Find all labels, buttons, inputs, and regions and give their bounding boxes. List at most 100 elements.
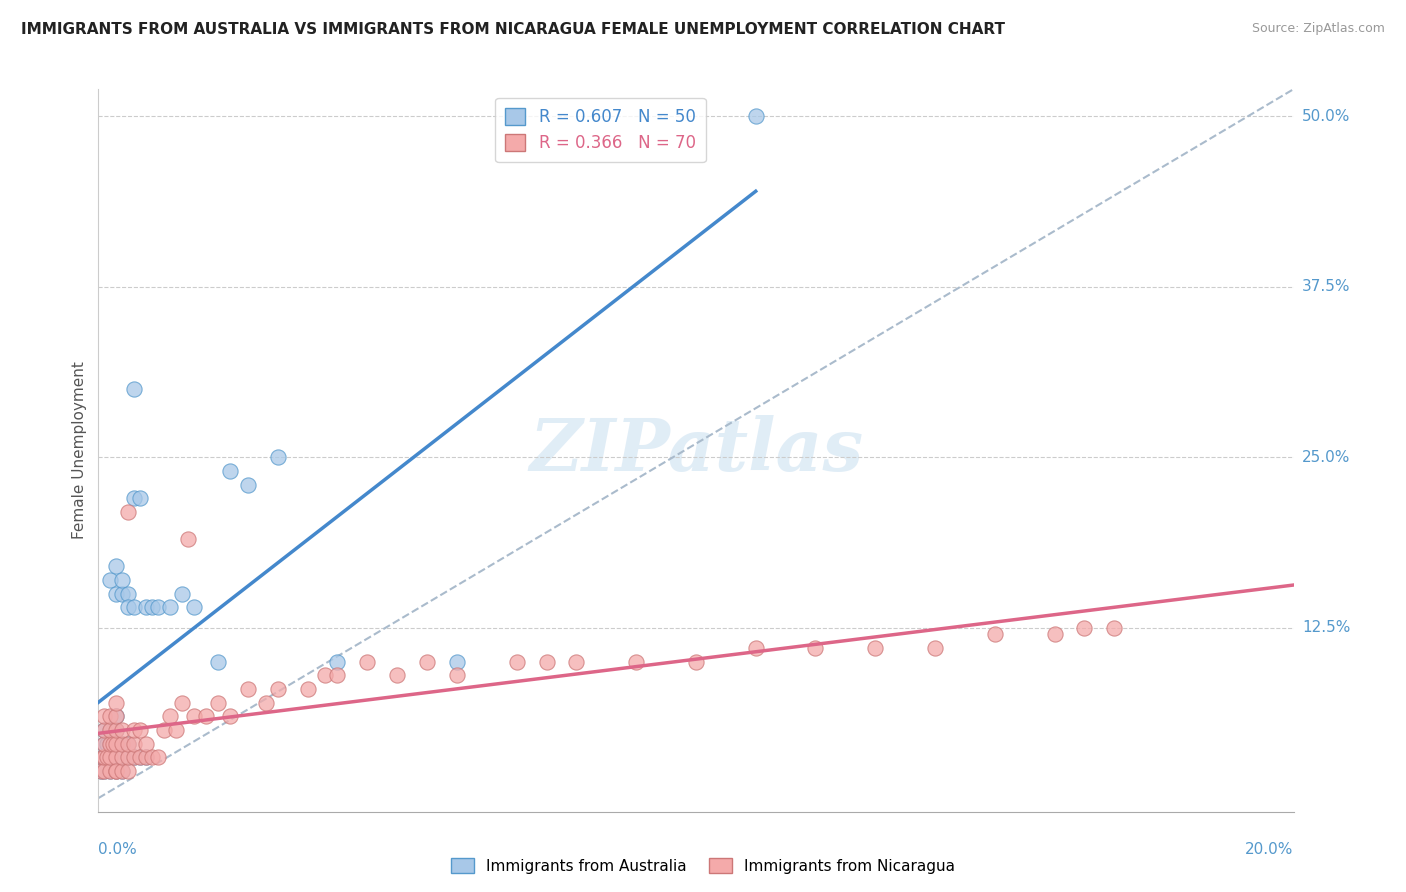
Point (236, 681, 259, 696)
Point (148, 750, 170, 764)
Point (103, 737, 125, 751)
Point (117, 505, 139, 519)
Point (96, 737, 118, 751)
Point (111, 573, 134, 587)
Point (141, 600, 163, 615)
Point (111, 737, 134, 751)
Point (236, 477, 259, 491)
Point (98, 723, 122, 737)
Point (105, 559, 128, 574)
Point (98, 737, 122, 751)
Point (105, 737, 128, 751)
Point (91, 750, 114, 764)
Point (111, 737, 134, 751)
Point (105, 709, 128, 723)
Point (135, 600, 157, 615)
Point (98, 737, 122, 751)
Text: Source: ZipAtlas.com: Source: ZipAtlas.com (1251, 22, 1385, 36)
Point (165, 723, 187, 737)
Point (195, 709, 218, 723)
Point (93, 737, 115, 751)
Point (98, 764, 122, 778)
Point (98, 709, 122, 723)
Point (416, 655, 439, 669)
Point (103, 723, 125, 737)
Point (98, 750, 122, 764)
Point (172, 586, 194, 600)
Point (93, 737, 115, 751)
Point (685, 655, 707, 669)
Point (105, 737, 128, 751)
Point (96, 750, 118, 764)
Point (117, 750, 139, 764)
Point (148, 600, 170, 615)
Point (90, 764, 112, 778)
Point (105, 764, 128, 778)
Point (111, 586, 134, 600)
Point (111, 750, 134, 764)
Point (326, 668, 349, 682)
Point (129, 491, 152, 505)
Point (93, 764, 115, 778)
Point (93, 750, 115, 764)
Point (124, 737, 146, 751)
Point (984, 627, 1007, 641)
Point (1043, 627, 1066, 641)
Point (90, 764, 112, 778)
Point (124, 600, 146, 615)
Legend: Immigrants from Australia, Immigrants from Nicaragua: Immigrants from Australia, Immigrants fr… (444, 852, 962, 880)
Point (183, 709, 205, 723)
Point (117, 750, 139, 764)
Point (105, 696, 128, 710)
Point (111, 723, 134, 737)
Point (129, 723, 152, 737)
Point (93, 764, 115, 778)
Point (924, 641, 946, 656)
Text: 25.0%: 25.0% (1302, 450, 1350, 465)
Text: 0.0%: 0.0% (98, 842, 138, 857)
Point (207, 655, 229, 669)
Point (565, 655, 588, 669)
Point (446, 668, 468, 682)
Point (385, 668, 409, 682)
Point (141, 750, 163, 764)
Point (506, 655, 529, 669)
Point (93, 709, 115, 723)
Point (254, 696, 277, 710)
Point (297, 681, 319, 696)
Point (267, 681, 290, 696)
Point (326, 655, 349, 669)
Point (315, 668, 337, 682)
Point (1073, 621, 1095, 635)
Point (446, 655, 468, 669)
Text: 37.5%: 37.5% (1302, 279, 1350, 294)
Point (98, 573, 122, 587)
Point (124, 723, 146, 737)
Point (105, 723, 128, 737)
Point (98, 723, 122, 737)
Point (267, 450, 290, 465)
Point (183, 600, 205, 615)
Point (93, 723, 115, 737)
Point (356, 655, 378, 669)
Point (135, 750, 157, 764)
Point (117, 737, 139, 751)
Text: 20.0%: 20.0% (1246, 842, 1294, 857)
Point (98, 764, 122, 778)
Point (91, 750, 114, 764)
Point (219, 709, 242, 723)
Legend: R = 0.607   N = 50, R = 0.366   N = 70: R = 0.607 N = 50, R = 0.366 N = 70 (495, 97, 706, 162)
Point (124, 382, 146, 396)
Point (804, 641, 827, 656)
Point (626, 655, 648, 669)
Point (117, 764, 139, 778)
Point (129, 750, 152, 764)
Point (865, 641, 887, 656)
Point (105, 764, 128, 778)
Text: ZIPatlas: ZIPatlas (529, 415, 863, 486)
Text: 50.0%: 50.0% (1302, 109, 1350, 124)
Point (1104, 621, 1126, 635)
Point (745, 641, 768, 656)
Point (117, 600, 139, 615)
Point (117, 737, 139, 751)
